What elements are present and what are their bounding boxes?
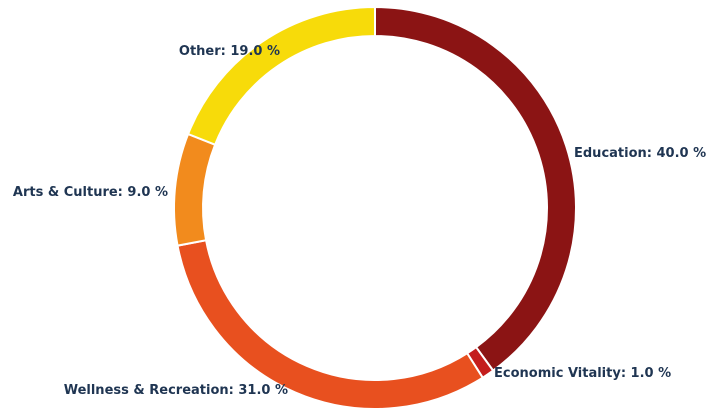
label-education: Education: 40.0 % xyxy=(574,146,706,161)
slice-other[interactable] xyxy=(186,5,376,146)
labels-layer: Education: 40.0 % Economic Vitality: 1.0 … xyxy=(13,44,706,398)
label-other: Other: 19.0 % xyxy=(179,44,280,59)
label-arts-and-culture: Arts & Culture: 9.0 % xyxy=(13,185,168,200)
slice-education[interactable] xyxy=(374,5,577,373)
label-wellness-and-recreation: Wellness & Recreation: 31.0 % xyxy=(64,383,288,398)
slices-layer xyxy=(173,5,577,410)
slice-arts-and-culture[interactable] xyxy=(173,132,217,247)
label-economic-vitality: Economic Vitality: 1.0 % xyxy=(494,366,671,381)
